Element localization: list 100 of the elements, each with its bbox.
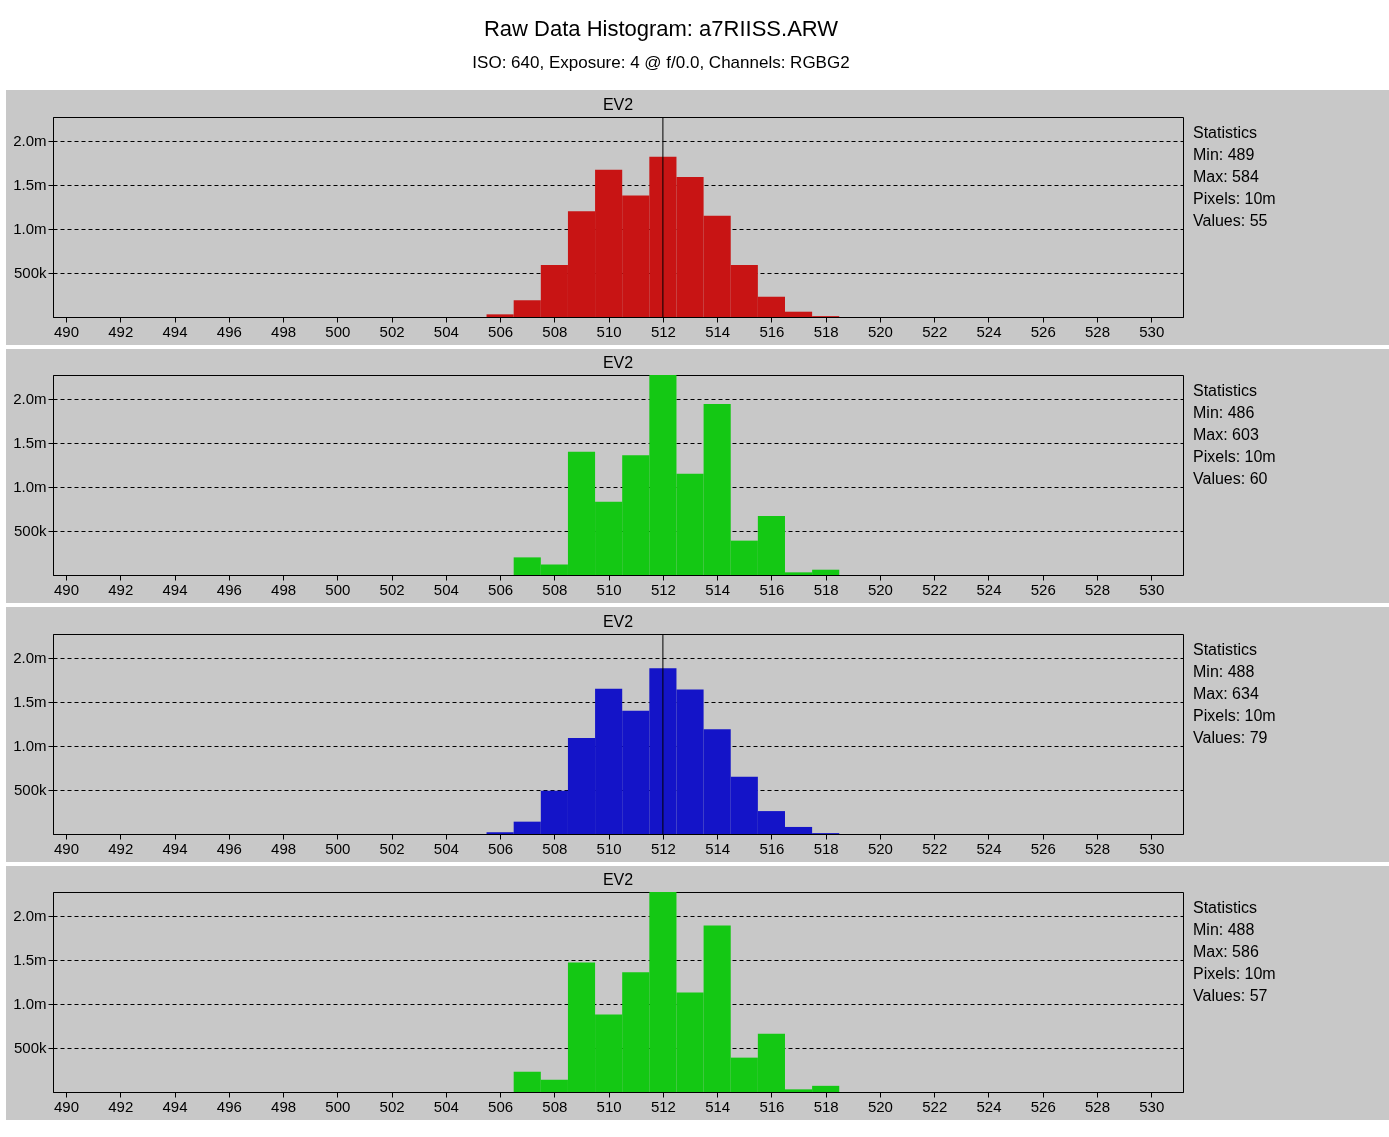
y-tick-label: 1.0m — [13, 995, 47, 1013]
x-tick-label: 502 — [379, 839, 405, 857]
text: Max: 584 — [1193, 168, 1259, 185]
y-tick-label: 500k — [13, 1039, 47, 1057]
x-tick-label: 522 — [922, 1097, 948, 1115]
x-tick-label: 528 — [1084, 580, 1111, 598]
text: Pixels: 10m — [1193, 190, 1276, 207]
y-tick-label: 2.0m — [13, 132, 47, 150]
text: Min: 489 — [1193, 146, 1255, 163]
x-tick-label: 504 — [433, 322, 459, 340]
x-tick-label: 522 — [922, 322, 948, 340]
y-tick-label: 1.5m — [13, 176, 47, 194]
text: Pixels: 10m — [1193, 448, 1276, 465]
y-tick-label: 2.0m — [13, 390, 47, 408]
x-tick-label: 524 — [976, 839, 1002, 857]
text: Max: 603 — [1193, 426, 1259, 443]
text: Raw Data Histogram: a7RIISS.ARW — [483, 16, 839, 41]
x-tick-label: 514 — [705, 1097, 731, 1115]
y-tick-label: 2.0m — [13, 907, 47, 925]
x-tick-label: 504 — [433, 1097, 459, 1115]
x-tick-label: 506 — [488, 1097, 514, 1115]
x-tick-label: 530 — [1139, 580, 1165, 598]
text: Values: 60 — [1193, 470, 1268, 487]
x-tick-label: 492 — [108, 322, 134, 340]
y-tick-label: 500k — [13, 264, 47, 282]
x-tick-label: 498 — [271, 839, 297, 857]
text: Min: 488 — [1193, 663, 1255, 680]
y-tick-label: 1.0m — [13, 478, 47, 496]
x-tick-label: 528 — [1084, 839, 1111, 857]
x-tick-label: 514 — [705, 322, 731, 340]
x-tick-label: 506 — [488, 839, 514, 857]
x-tick-label: 526 — [1030, 580, 1056, 598]
x-tick-label: 510 — [596, 580, 622, 598]
x-tick-label: 526 — [1030, 322, 1056, 340]
x-tick-label: 500 — [325, 839, 351, 857]
x-tick-label: 520 — [867, 839, 893, 857]
x-tick-label: 494 — [162, 1097, 188, 1115]
x-tick-label: 490 — [54, 322, 80, 340]
text: Values: 79 — [1193, 729, 1268, 746]
text: Max: 634 — [1193, 685, 1259, 702]
x-tick-label: 496 — [216, 1097, 242, 1115]
y-tick-label: 1.5m — [13, 434, 47, 452]
x-tick-label: 520 — [867, 322, 893, 340]
x-tick-label: 500 — [325, 1097, 351, 1115]
x-tick-label: 508 — [542, 1097, 568, 1115]
x-tick-label: 512 — [650, 322, 676, 340]
text: Values: 55 — [1193, 212, 1268, 229]
text: Statistics — [1193, 641, 1258, 658]
x-tick-label: 514 — [705, 580, 731, 598]
text: Max: 586 — [1193, 943, 1259, 960]
text: Min: 486 — [1193, 404, 1255, 421]
text: Statistics — [1193, 124, 1258, 141]
y-tick-label: 1.5m — [13, 951, 47, 969]
x-tick-label: 516 — [759, 322, 785, 340]
x-tick-label: 528 — [1084, 322, 1111, 340]
x-tick-label: 512 — [650, 1097, 676, 1115]
text: ISO: 640, Exposure: 4 @ f/0.0, Channels: RGBG2 — [472, 53, 850, 72]
chart-title: EV2 — [602, 354, 634, 371]
chart-title: EV2 — [602, 871, 634, 888]
x-tick-label: 520 — [867, 1097, 893, 1115]
x-tick-label: 492 — [108, 839, 134, 857]
x-tick-label: 528 — [1084, 1097, 1111, 1115]
text: Statistics — [1193, 382, 1258, 399]
x-tick-label: 518 — [813, 322, 839, 340]
x-tick-label: 530 — [1139, 322, 1165, 340]
x-tick-label: 496 — [216, 580, 242, 598]
x-tick-label: 490 — [54, 580, 80, 598]
x-tick-label: 512 — [650, 580, 676, 598]
x-tick-label: 522 — [922, 580, 948, 598]
chart-title: EV2 — [602, 612, 634, 630]
x-tick-label: 492 — [108, 580, 134, 598]
y-tick-label: 500k — [13, 781, 47, 799]
text: Values: 57 — [1193, 987, 1268, 1004]
x-tick-label: 492 — [108, 1097, 134, 1115]
x-tick-label: 496 — [216, 839, 242, 857]
x-tick-label: 504 — [433, 839, 459, 857]
x-tick-label: 524 — [976, 322, 1002, 340]
x-tick-label: 530 — [1139, 839, 1165, 857]
text: Min: 488 — [1193, 921, 1255, 938]
x-tick-label: 504 — [433, 580, 459, 598]
x-tick-label: 490 — [54, 839, 80, 857]
x-tick-label: 526 — [1030, 839, 1056, 857]
x-tick-label: 506 — [488, 580, 514, 598]
text: Statistics — [1193, 899, 1258, 916]
text: Pixels: 10m — [1193, 965, 1276, 982]
x-tick-label: 494 — [162, 322, 188, 340]
x-tick-label: 516 — [759, 839, 785, 857]
chart-title: EV2 — [602, 95, 634, 113]
x-tick-label: 518 — [813, 1097, 839, 1115]
x-tick-label: 494 — [162, 580, 188, 598]
x-tick-label: 510 — [596, 1097, 622, 1115]
x-tick-label: 502 — [379, 322, 405, 340]
x-tick-label: 516 — [759, 580, 785, 598]
y-tick-label: 1.5m — [13, 693, 47, 711]
x-tick-label: 514 — [705, 839, 731, 857]
x-tick-label: 494 — [162, 839, 188, 857]
x-tick-label: 510 — [596, 839, 622, 857]
x-tick-label: 508 — [542, 839, 568, 857]
x-tick-label: 510 — [596, 322, 622, 340]
x-tick-label: 498 — [271, 580, 297, 598]
